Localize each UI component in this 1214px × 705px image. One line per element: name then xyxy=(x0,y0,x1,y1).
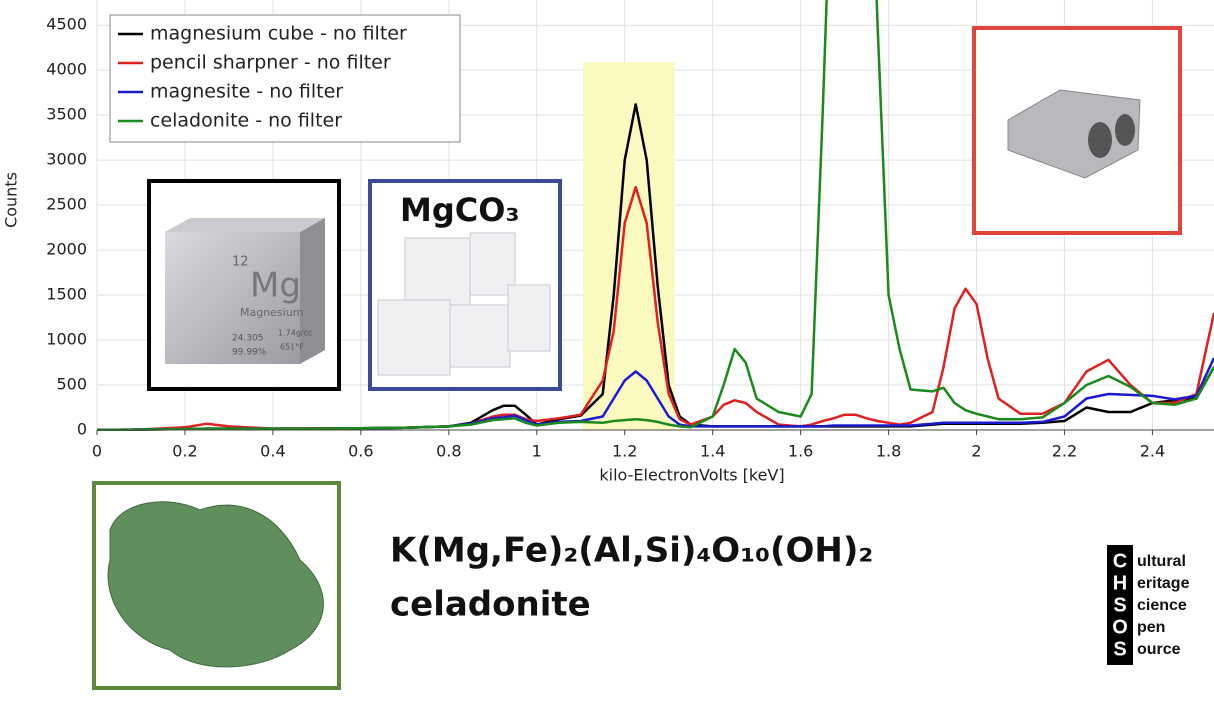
x-tick-label: 1.2 xyxy=(612,442,637,461)
y-tick-label: 2500 xyxy=(46,195,87,214)
logo-word: ultural xyxy=(1137,553,1186,570)
caption-formula: K(Mg,Fe)₂(Al,Si)₄O₁₀(OH)₂ xyxy=(390,531,873,571)
logo-word: ource xyxy=(1137,641,1181,658)
magnesite-blocks xyxy=(377,232,551,376)
sharpener-body xyxy=(1007,89,1141,179)
logo-word: eritage xyxy=(1137,575,1190,592)
cube-mass: 24.305 xyxy=(232,334,264,344)
highlight-band xyxy=(582,62,675,430)
y-tick-label: 3000 xyxy=(46,150,87,169)
series-line xyxy=(97,0,1214,431)
cube-melting: 651°F xyxy=(280,343,304,352)
x-tick-label: 2.2 xyxy=(1052,442,1077,461)
logo-letter: H xyxy=(1113,572,1127,594)
legend-label: pencil sharpner - no filter xyxy=(150,52,391,74)
x-tick-label: 1.6 xyxy=(788,442,813,461)
cube-density: 1.74g/cc xyxy=(278,329,312,338)
x-tick-label: 0.8 xyxy=(436,442,461,461)
logo-letter: S xyxy=(1113,638,1126,660)
y-tick-label: 0 xyxy=(77,420,87,439)
x-tick-label: 0.2 xyxy=(172,442,197,461)
caption-name: celadonite xyxy=(390,585,591,625)
cube-symbol: Mg xyxy=(250,266,301,306)
legend: magnesium cube - no filter pencil sharpne… xyxy=(118,23,407,132)
y-tick-label: 4000 xyxy=(46,60,87,79)
x-tick-label: 0.4 xyxy=(260,442,285,461)
y-tick-label: 1500 xyxy=(46,285,87,304)
cube-number: 12 xyxy=(232,255,249,270)
magnesite-formula: MgCO₃ xyxy=(400,191,519,229)
x-tick-label: 1 xyxy=(532,442,542,461)
y-tick-label: 500 xyxy=(56,375,87,394)
x-tick-label: 1.4 xyxy=(700,442,725,461)
y-tick-label: 2000 xyxy=(46,240,87,259)
logo-letter: O xyxy=(1112,616,1128,638)
logo-word: pen xyxy=(1137,619,1165,636)
x-tick-label: 0 xyxy=(92,442,102,461)
logo-letter: C xyxy=(1113,550,1127,572)
x-tick-label: 1.8 xyxy=(876,442,901,461)
cube-purity: 99.99% xyxy=(232,348,267,358)
legend-box xyxy=(109,14,461,143)
x-tick-label: 2 xyxy=(971,442,981,461)
legend-label: celadonite - no filter xyxy=(150,110,342,132)
logo-letter: S xyxy=(1113,594,1126,616)
y-axis-label: Counts xyxy=(2,172,21,228)
logo-bar xyxy=(1107,545,1133,665)
cube-name: Magnesium xyxy=(240,306,303,319)
x-tick-label: 0.6 xyxy=(348,442,373,461)
sharpener-hole xyxy=(1088,122,1112,158)
legend-label: magnesite - no filter xyxy=(150,81,343,103)
x-axis-label: kilo-ElectronVolts [keV] xyxy=(599,466,784,485)
y-tick-label: 3500 xyxy=(46,105,87,124)
y-tick-label: 1000 xyxy=(46,330,87,349)
x-tick-label: 2.4 xyxy=(1140,442,1165,461)
lines xyxy=(97,0,1214,431)
celadonite-rock xyxy=(107,501,324,668)
sharpener-hole xyxy=(1115,114,1135,146)
legend-label: magnesium cube - no filter xyxy=(150,23,407,45)
cube-front xyxy=(165,232,300,364)
cube-top xyxy=(165,218,325,232)
logo-word: cience xyxy=(1137,597,1187,614)
cube-side xyxy=(300,218,325,364)
highlight-layer xyxy=(582,62,675,430)
y-tick-label: 4500 xyxy=(46,15,87,34)
